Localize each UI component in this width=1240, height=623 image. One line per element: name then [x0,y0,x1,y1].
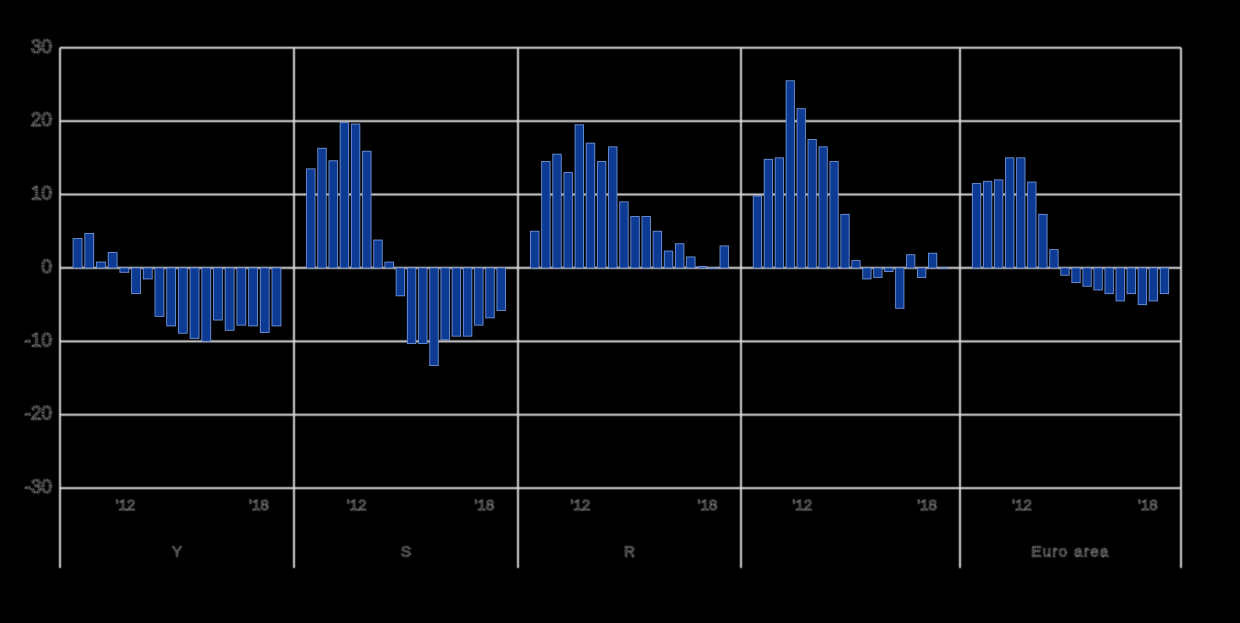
svg-text:-30: -30 [25,477,52,498]
svg-text:-10: -10 [25,330,52,351]
svg-text:S: S [401,544,411,561]
svg-text:10: 10 [31,184,52,205]
svg-text:'12: '12 [793,497,813,514]
svg-text:'12: '12 [116,497,136,514]
svg-text:20: 20 [31,110,52,131]
svg-text:Y: Y [172,544,182,561]
svg-text:'12: '12 [1012,497,1032,514]
svg-text:'18: '18 [249,497,269,514]
svg-text:'12: '12 [571,497,591,514]
svg-text:-20: -20 [25,404,52,425]
svg-text:Euro area: Euro area [1031,544,1109,561]
svg-text:'18: '18 [698,497,718,514]
svg-text:R: R [624,544,635,561]
svg-text:'18: '18 [917,497,937,514]
svg-text:'18: '18 [1138,497,1158,514]
svg-text:30: 30 [31,37,52,58]
svg-text:'18: '18 [475,497,495,514]
svg-text:'12: '12 [347,497,367,514]
svg-text:0: 0 [41,257,52,278]
